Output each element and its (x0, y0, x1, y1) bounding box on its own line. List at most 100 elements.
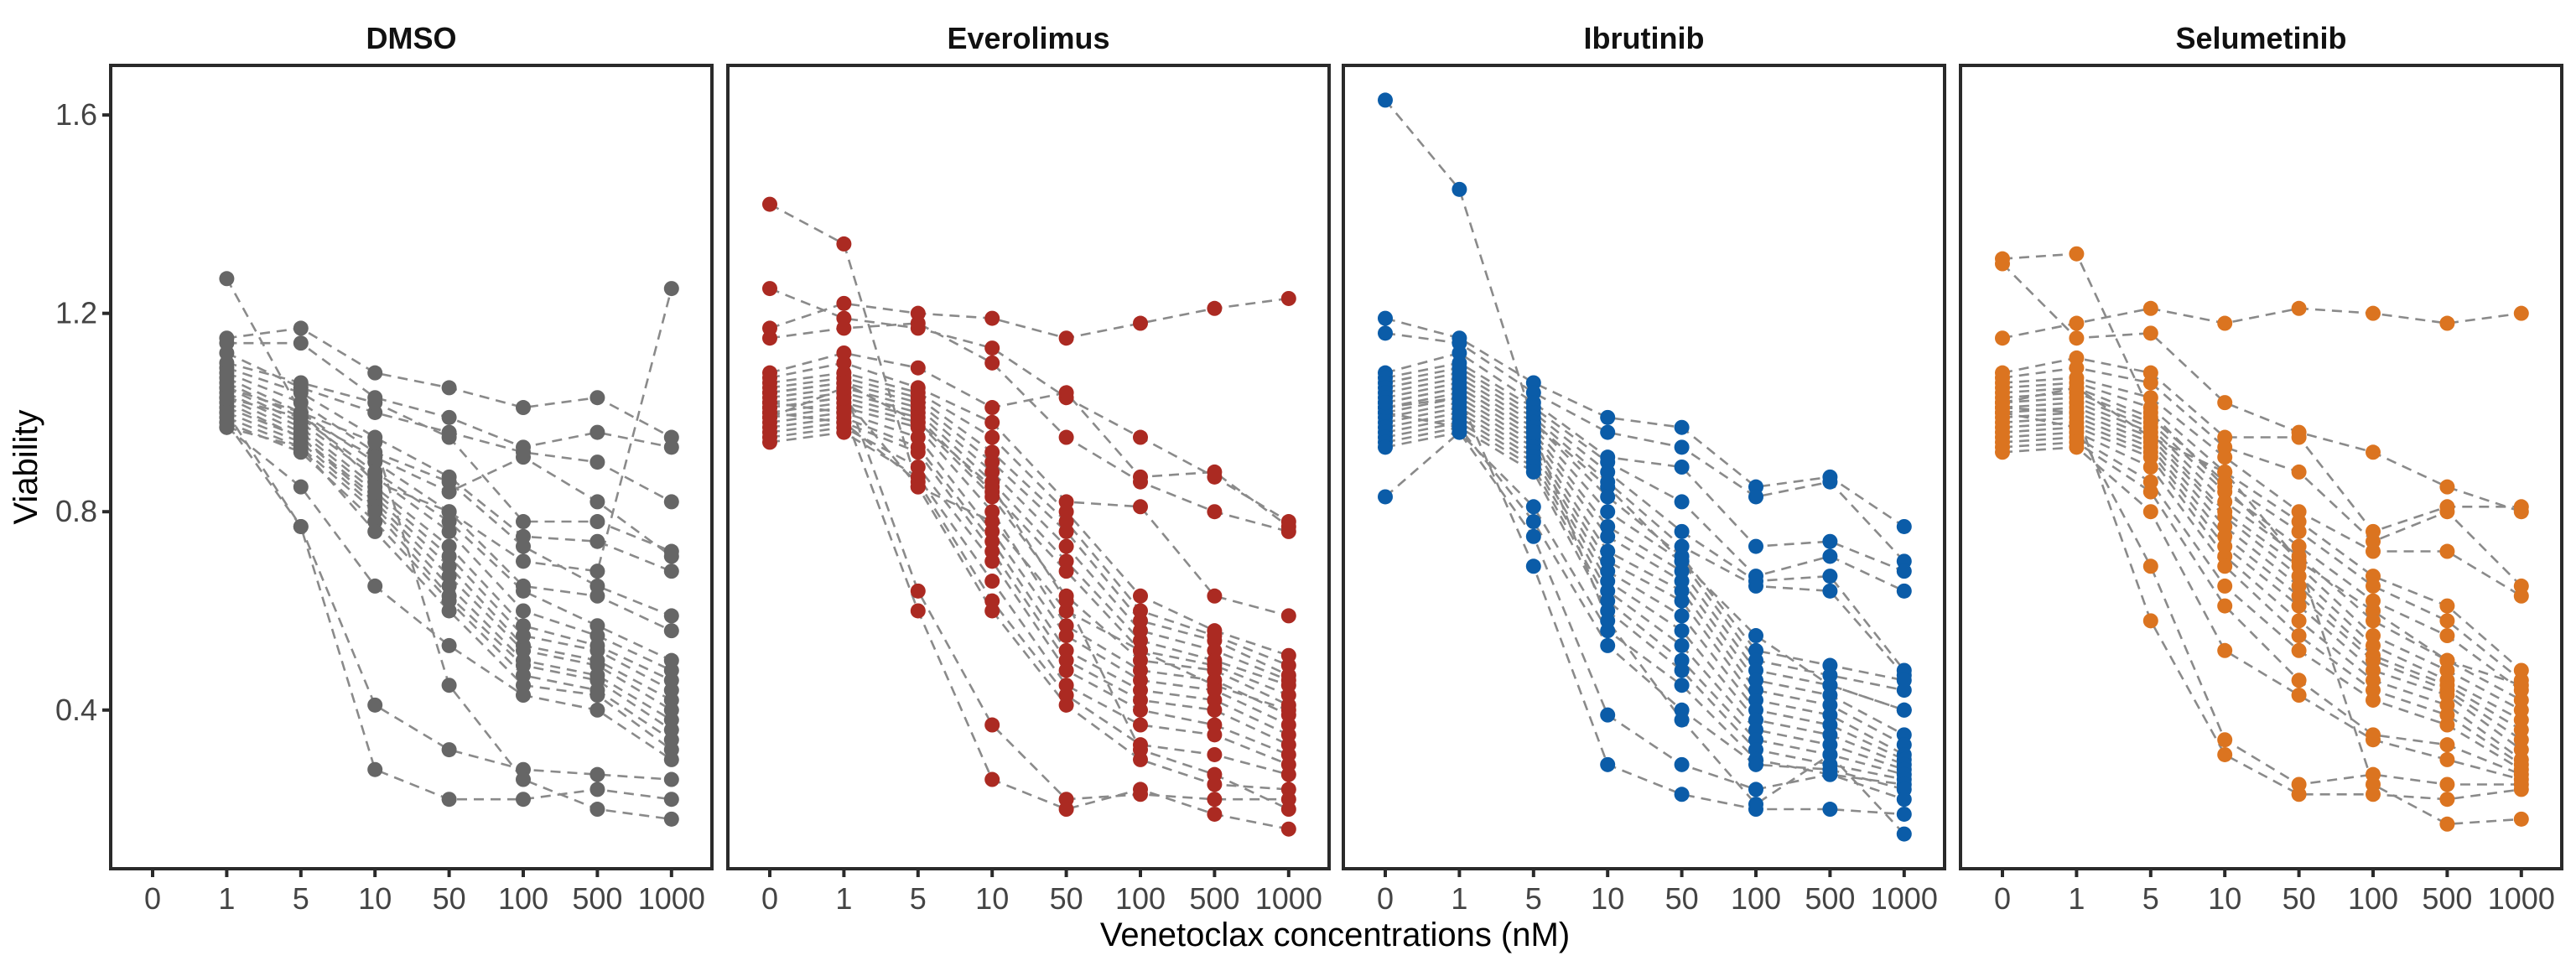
data-point (1280, 608, 1296, 624)
x-tick-label: 1000 (638, 881, 705, 916)
data-point (984, 479, 1000, 495)
data-point (1280, 821, 1296, 837)
data-point (2069, 404, 2085, 420)
data-point (762, 385, 777, 401)
sample-line (2002, 396, 2522, 702)
x-tick-label: 500 (1805, 881, 1855, 916)
sample-line (2002, 445, 2522, 781)
data-point (367, 365, 383, 381)
data-point (441, 523, 457, 539)
facet-ibrutinib: Ibrutinib 0 1 5 10 50 100 500 1000 (1342, 21, 1946, 916)
data-point (1525, 499, 1541, 515)
data-point (589, 514, 605, 530)
sample-line (2002, 252, 2522, 687)
data-point (2291, 613, 2307, 629)
sample-line (769, 396, 1289, 791)
x-tick-label: 0 (1377, 881, 1394, 916)
sample-line (769, 297, 1289, 340)
x-tick-label: 500 (2422, 881, 2472, 916)
data-point (762, 409, 777, 425)
data-point (1600, 637, 1616, 653)
sample-line (2002, 431, 2522, 766)
sample-line (2002, 377, 2522, 597)
data-point (1058, 429, 1074, 445)
sample-line (1384, 401, 1905, 756)
data-point (441, 742, 457, 758)
data-point (836, 236, 852, 252)
data-point (2217, 732, 2233, 748)
sample-line (2002, 401, 2522, 711)
data-point (1600, 528, 1616, 544)
sample-line (2002, 387, 2521, 826)
data-point (589, 766, 605, 782)
data-point (1674, 523, 1690, 539)
x-tick-label: 50 (2283, 881, 2316, 916)
panel-frame (109, 64, 714, 870)
data-point (1058, 628, 1074, 644)
sample-line (1384, 421, 1905, 776)
sample-line (2002, 356, 2521, 533)
data-point (293, 518, 309, 534)
sample-line (769, 396, 1290, 697)
sample-line (2002, 416, 2522, 741)
data-point (2142, 613, 2158, 629)
data-point (1600, 613, 1616, 629)
data-point (1207, 792, 1223, 808)
data-point (1207, 766, 1223, 782)
sample-line (769, 411, 1290, 776)
data-point (1525, 528, 1541, 544)
data-point (762, 281, 777, 297)
data-point (1378, 489, 1393, 505)
data-point (1133, 315, 1148, 331)
data-point (1674, 439, 1690, 455)
data-point (663, 771, 679, 787)
sample-line (2002, 406, 2521, 801)
data-point (367, 761, 383, 777)
data-point (1674, 756, 1690, 772)
x-tick-label: 0 (761, 881, 778, 916)
sample-line (1384, 332, 1905, 563)
data-point (2217, 578, 2233, 594)
x-tick-label: 50 (433, 881, 466, 916)
data-point (2366, 578, 2381, 594)
data-point (2291, 429, 2307, 445)
data-point (589, 702, 605, 718)
sample-line (769, 351, 1290, 528)
series-points (1378, 92, 1912, 842)
x-tick-label: 500 (572, 881, 622, 916)
data-point (2513, 305, 2529, 321)
data-point (984, 429, 1000, 445)
sample-line (2002, 387, 2522, 682)
data-point (516, 771, 531, 787)
data-point (1822, 548, 1838, 564)
x-tick-label: 5 (1525, 881, 1542, 916)
data-point (1674, 712, 1690, 728)
data-point (2142, 325, 2158, 341)
data-point (1674, 623, 1690, 639)
data-point (1822, 746, 1838, 762)
data-point (2069, 315, 2085, 331)
data-point (1525, 558, 1541, 574)
data-point (2439, 751, 2455, 767)
data-point (293, 320, 309, 336)
data-point (910, 414, 926, 430)
data-point (2142, 484, 2158, 500)
data-point (2439, 792, 2455, 808)
data-point (910, 315, 926, 331)
data-point (2439, 628, 2455, 644)
data-point (1525, 514, 1541, 530)
data-point (1378, 439, 1393, 455)
data-point (2217, 558, 2233, 574)
data-point (1995, 256, 2010, 272)
data-point (2142, 300, 2158, 316)
data-point (1600, 409, 1616, 425)
x-tick-label: 500 (1189, 881, 1239, 916)
sample-line (1384, 317, 1905, 528)
data-point (2291, 628, 2307, 644)
sample-line (2002, 411, 2521, 786)
data-point (2142, 460, 2158, 475)
data-point (1896, 806, 1912, 822)
sample-line (1384, 396, 1904, 816)
x-tick-label: 100 (498, 881, 548, 916)
data-point (2217, 642, 2233, 658)
